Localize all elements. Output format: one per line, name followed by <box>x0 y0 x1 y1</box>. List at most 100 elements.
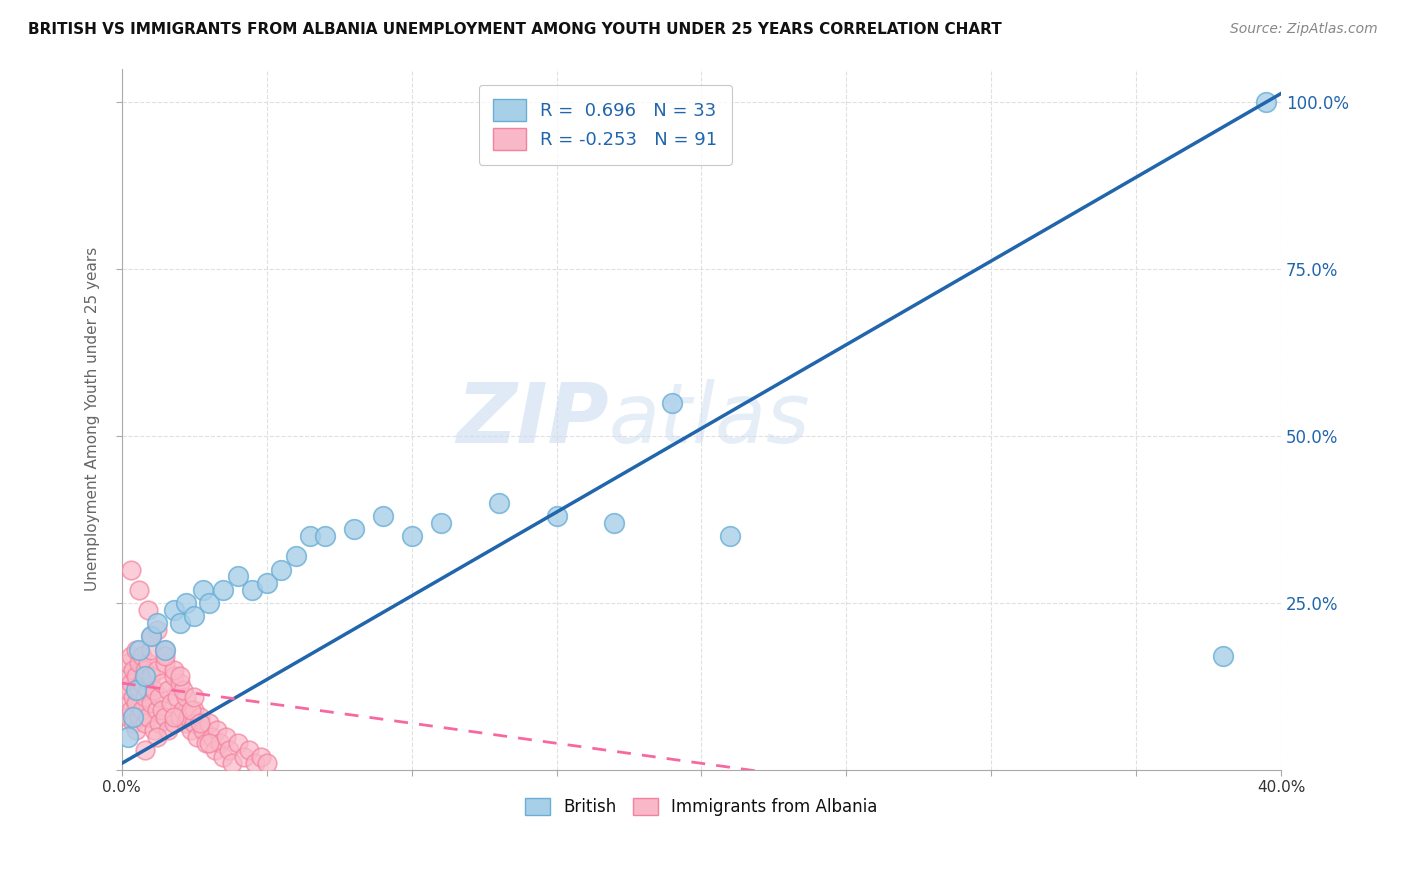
Point <box>226 569 249 583</box>
Point <box>148 716 170 731</box>
Point <box>136 682 159 697</box>
Point <box>128 582 150 597</box>
Point <box>371 509 394 524</box>
Point <box>177 709 200 723</box>
Point <box>128 682 150 697</box>
Point <box>139 629 162 643</box>
Point <box>120 563 142 577</box>
Point <box>157 723 180 737</box>
Point <box>134 663 156 677</box>
Point <box>163 709 186 723</box>
Point <box>191 582 214 597</box>
Point <box>145 730 167 744</box>
Point <box>212 582 235 597</box>
Point <box>201 730 224 744</box>
Point <box>163 716 186 731</box>
Point <box>128 642 150 657</box>
Point <box>122 709 145 723</box>
Point <box>125 723 148 737</box>
Point <box>163 663 186 677</box>
Point <box>204 743 226 757</box>
Point <box>120 676 142 690</box>
Point <box>114 696 136 710</box>
Point <box>122 690 145 704</box>
Point <box>125 642 148 657</box>
Point <box>226 736 249 750</box>
Point <box>117 682 139 697</box>
Point <box>169 615 191 630</box>
Point <box>139 696 162 710</box>
Point <box>1256 95 1278 109</box>
Point <box>131 649 153 664</box>
Point <box>250 749 273 764</box>
Point <box>155 649 177 664</box>
Point <box>122 663 145 677</box>
Point <box>128 656 150 670</box>
Point <box>142 723 165 737</box>
Point <box>139 642 162 657</box>
Point <box>166 690 188 704</box>
Text: ZIP: ZIP <box>456 379 609 459</box>
Point <box>188 709 211 723</box>
Point <box>488 496 510 510</box>
Point <box>183 716 205 731</box>
Point <box>232 749 254 764</box>
Point <box>174 690 197 704</box>
Point <box>221 756 243 771</box>
Point <box>212 749 235 764</box>
Y-axis label: Unemployment Among Youth under 25 years: Unemployment Among Youth under 25 years <box>86 247 100 591</box>
Point <box>270 563 292 577</box>
Point <box>197 716 219 731</box>
Point <box>155 709 177 723</box>
Point <box>114 669 136 683</box>
Point <box>157 682 180 697</box>
Text: Source: ZipAtlas.com: Source: ZipAtlas.com <box>1230 22 1378 37</box>
Point <box>131 703 153 717</box>
Point <box>169 709 191 723</box>
Point <box>197 596 219 610</box>
Point <box>145 615 167 630</box>
Point <box>136 602 159 616</box>
Point <box>125 669 148 683</box>
Point <box>546 509 568 524</box>
Point <box>117 709 139 723</box>
Point <box>240 582 263 597</box>
Point <box>218 743 240 757</box>
Point <box>117 730 139 744</box>
Point <box>180 703 202 717</box>
Point <box>139 669 162 683</box>
Point <box>284 549 307 564</box>
Point <box>134 716 156 731</box>
Point <box>131 676 153 690</box>
Point <box>148 690 170 704</box>
Point <box>125 696 148 710</box>
Point <box>183 609 205 624</box>
Point <box>209 736 232 750</box>
Point <box>207 723 229 737</box>
Point <box>299 529 322 543</box>
Point <box>142 682 165 697</box>
Point <box>197 736 219 750</box>
Point <box>174 596 197 610</box>
Point <box>401 529 423 543</box>
Point <box>145 663 167 677</box>
Point <box>134 743 156 757</box>
Legend: British, Immigrants from Albania: British, Immigrants from Albania <box>516 790 886 825</box>
Point <box>174 716 197 731</box>
Point <box>120 703 142 717</box>
Point <box>172 703 194 717</box>
Point <box>343 523 366 537</box>
Point <box>160 696 183 710</box>
Point <box>169 676 191 690</box>
Point <box>155 656 177 670</box>
Point <box>163 602 186 616</box>
Point <box>215 730 238 744</box>
Text: atlas: atlas <box>609 379 810 459</box>
Point <box>155 642 177 657</box>
Point <box>256 756 278 771</box>
Point <box>238 743 260 757</box>
Point <box>136 656 159 670</box>
Point <box>188 716 211 731</box>
Point <box>136 709 159 723</box>
Point <box>152 676 174 690</box>
